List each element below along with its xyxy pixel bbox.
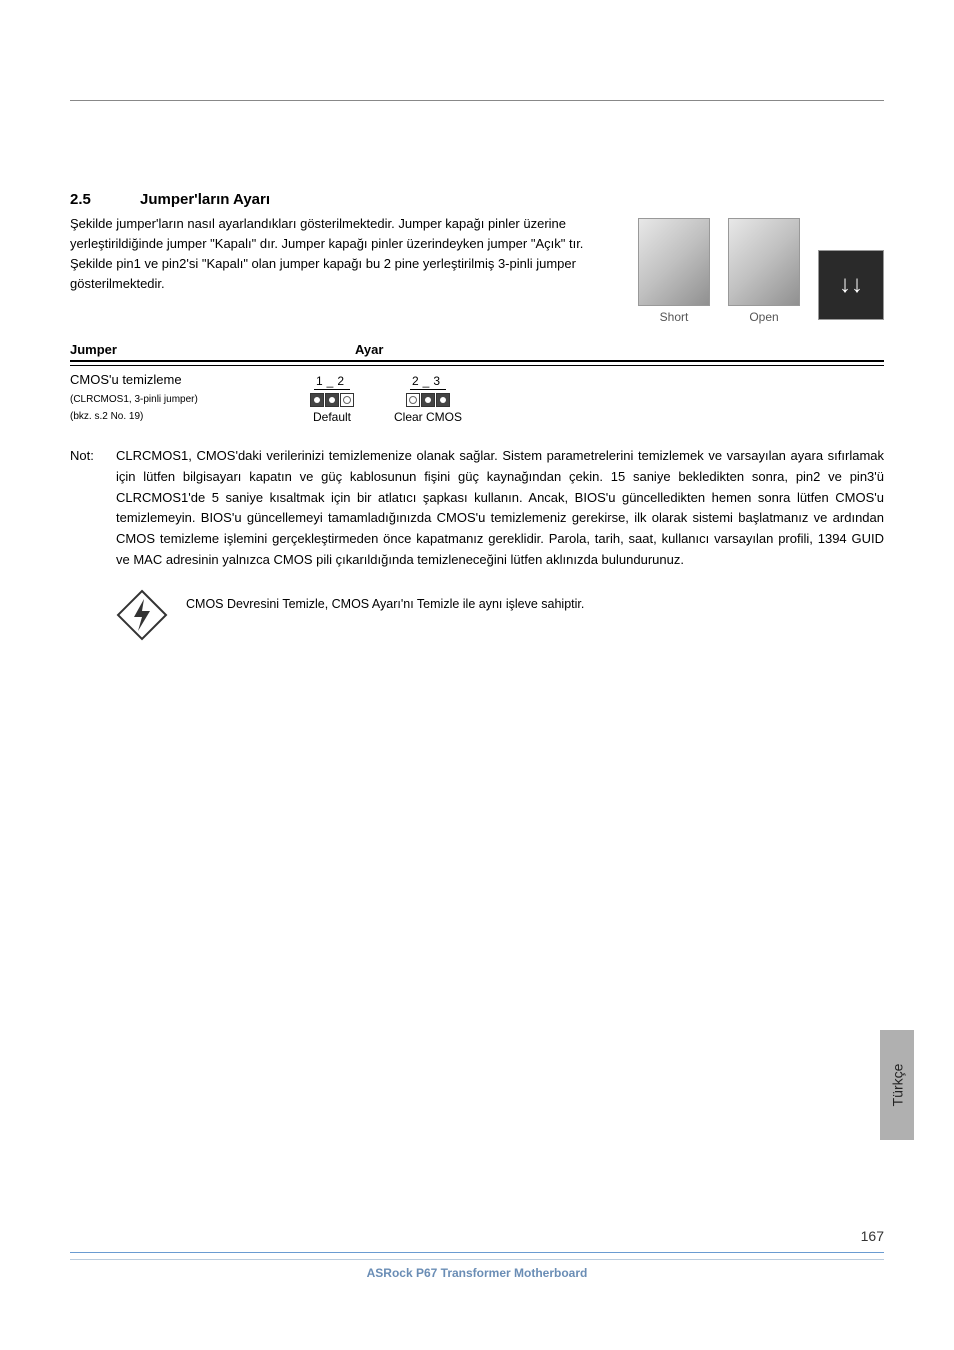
note-block: Not: CLRCMOS1, CMOS'daki verilerinizi te… — [70, 446, 884, 571]
footer: 167 ASRock P67 Transformer Motherboard — [70, 1252, 884, 1280]
pin-default-label: 1_2 — [314, 374, 350, 390]
table-header: Jumper Ayar — [70, 342, 884, 362]
section-title: Jumper'ların Ayarı — [140, 191, 270, 208]
language-tab: Türkçe — [880, 1030, 914, 1140]
note-body: CLRCMOS1, CMOS'daki verilerinizi temizle… — [116, 446, 884, 571]
note-label: Not: — [70, 446, 116, 571]
language-tab-label: Türkçe — [889, 1064, 905, 1107]
lightning-icon — [116, 589, 168, 641]
footer-text: ASRock P67 Transformer Motherboard — [70, 1266, 884, 1280]
pin-default-block: 1_2 Default — [310, 372, 354, 424]
pin-icon — [421, 393, 435, 407]
pin-clear-caption: Clear CMOS — [394, 410, 462, 424]
section-number: 2.5 — [70, 191, 140, 208]
pin-icon — [436, 393, 450, 407]
pin-icon — [340, 393, 354, 407]
jumper-open-label: Open — [728, 310, 800, 324]
pin-clear-block: 2_3 Clear CMOS — [394, 372, 462, 424]
footer-rule-2 — [70, 1259, 884, 1260]
pin-icon — [406, 393, 420, 407]
table-header-ayar: Ayar — [355, 342, 383, 357]
jumper-short-image — [638, 218, 710, 306]
jumper-short-label: Short — [638, 310, 710, 324]
footer-rule — [70, 1252, 884, 1253]
pin-clear-label: 2_3 — [410, 374, 446, 390]
jumper-arrow-image: ↓↓ — [818, 250, 884, 320]
tip-block: CMOS Devresini Temizle, CMOS Ayarı'nı Te… — [116, 589, 884, 641]
jumper-name: CMOS'u temizleme — [70, 370, 310, 390]
page-number: 167 — [861, 1228, 884, 1244]
intro-paragraph: Şekilde jumper'ların nasıl ayarlandıklar… — [70, 214, 618, 324]
pin-icon — [310, 393, 324, 407]
table-row: CMOS'u temizleme (CLRCMOS1, 3-pinli jump… — [70, 365, 884, 424]
jumper-open-image — [728, 218, 800, 306]
jumper-desc: (CLRCMOS1, 3-pinli jumper) — [70, 392, 310, 407]
section-heading: 2.5 Jumper'ların Ayarı — [70, 191, 884, 208]
table-header-jumper: Jumper — [70, 342, 355, 357]
jumper-figure: Short Open ↓↓ — [638, 214, 884, 324]
tip-text: CMOS Devresini Temizle, CMOS Ayarı'nı Te… — [186, 589, 584, 614]
top-rule — [70, 100, 884, 101]
pin-icon — [325, 393, 339, 407]
pin-default-caption: Default — [310, 410, 354, 424]
jumper-ref: (bkz. s.2 No. 19) — [70, 409, 310, 424]
